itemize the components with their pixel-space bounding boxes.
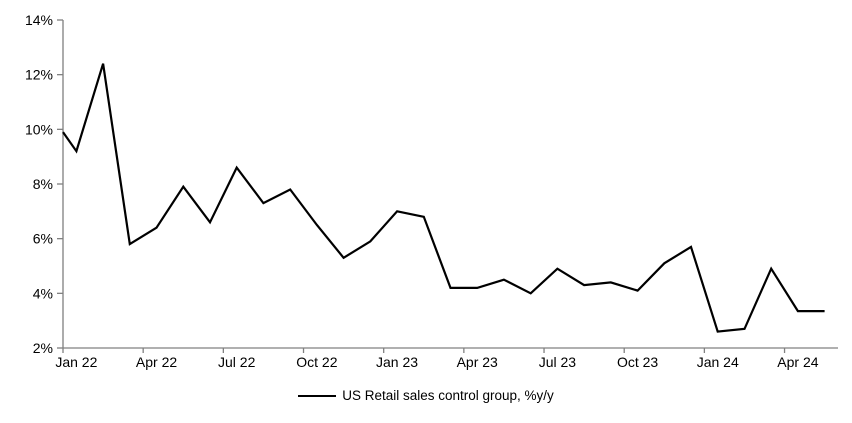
legend-label: US Retail sales control group, %y/y bbox=[342, 388, 554, 403]
y-tick-label: 14% bbox=[25, 12, 53, 28]
x-tick-label: Oct 22 bbox=[296, 354, 337, 370]
x-tick-label: Apr 24 bbox=[777, 354, 818, 370]
x-tick-label: Oct 23 bbox=[617, 354, 658, 370]
legend: US Retail sales control group, %y/y bbox=[0, 388, 852, 403]
legend-line-sample bbox=[298, 394, 337, 397]
x-tick-label: Apr 22 bbox=[136, 354, 177, 370]
y-tick-label: 8% bbox=[33, 176, 53, 192]
y-tick-label: 4% bbox=[33, 285, 53, 301]
y-tick-label: 2% bbox=[33, 340, 53, 356]
x-tick-label: Jul 23 bbox=[539, 354, 577, 370]
x-tick-label: Jan 23 bbox=[376, 354, 418, 370]
y-tick-label: 6% bbox=[33, 231, 53, 247]
y-tick-label: 12% bbox=[25, 67, 53, 83]
x-tick-label: Jan 22 bbox=[55, 354, 97, 370]
y-tick-label: 10% bbox=[25, 121, 53, 137]
x-tick-label: Jul 22 bbox=[218, 354, 256, 370]
data-line bbox=[62, 63, 825, 333]
x-tick-label: Jan 24 bbox=[697, 354, 739, 370]
x-tick-label: Apr 23 bbox=[457, 354, 498, 370]
